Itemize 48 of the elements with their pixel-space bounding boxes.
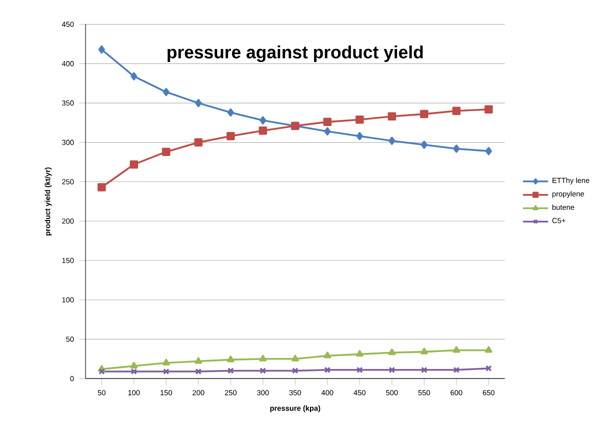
point <box>98 45 105 54</box>
point <box>356 116 364 124</box>
point <box>484 105 493 114</box>
point <box>484 346 492 353</box>
point <box>420 110 428 118</box>
point <box>356 366 363 374</box>
point <box>323 118 332 126</box>
point <box>162 88 170 96</box>
point <box>162 368 170 375</box>
point <box>324 352 332 358</box>
point <box>195 368 202 375</box>
point <box>162 358 170 366</box>
point <box>260 116 266 125</box>
point <box>292 368 298 374</box>
point <box>195 99 202 108</box>
point <box>130 72 138 80</box>
point <box>194 138 203 147</box>
point <box>453 366 460 374</box>
point <box>130 362 138 369</box>
point <box>226 132 235 140</box>
point <box>226 356 234 362</box>
point <box>388 348 396 356</box>
point <box>258 126 268 135</box>
point <box>260 368 266 374</box>
point <box>388 136 396 146</box>
point <box>356 350 364 357</box>
point <box>259 354 267 362</box>
point <box>324 366 331 374</box>
point <box>485 147 492 156</box>
point <box>356 132 363 140</box>
point <box>453 144 460 153</box>
point <box>420 366 428 374</box>
point <box>324 127 331 136</box>
point <box>388 366 396 374</box>
point <box>420 348 428 354</box>
point <box>130 368 138 375</box>
point <box>420 140 428 149</box>
point <box>452 346 460 353</box>
point <box>162 148 170 156</box>
point <box>388 112 396 121</box>
text: pressure against product yield <box>168 46 423 62</box>
point <box>452 106 461 116</box>
point <box>130 160 138 169</box>
point <box>98 183 106 192</box>
point <box>194 357 202 364</box>
point <box>227 108 234 117</box>
point <box>291 354 299 362</box>
point <box>227 368 234 374</box>
